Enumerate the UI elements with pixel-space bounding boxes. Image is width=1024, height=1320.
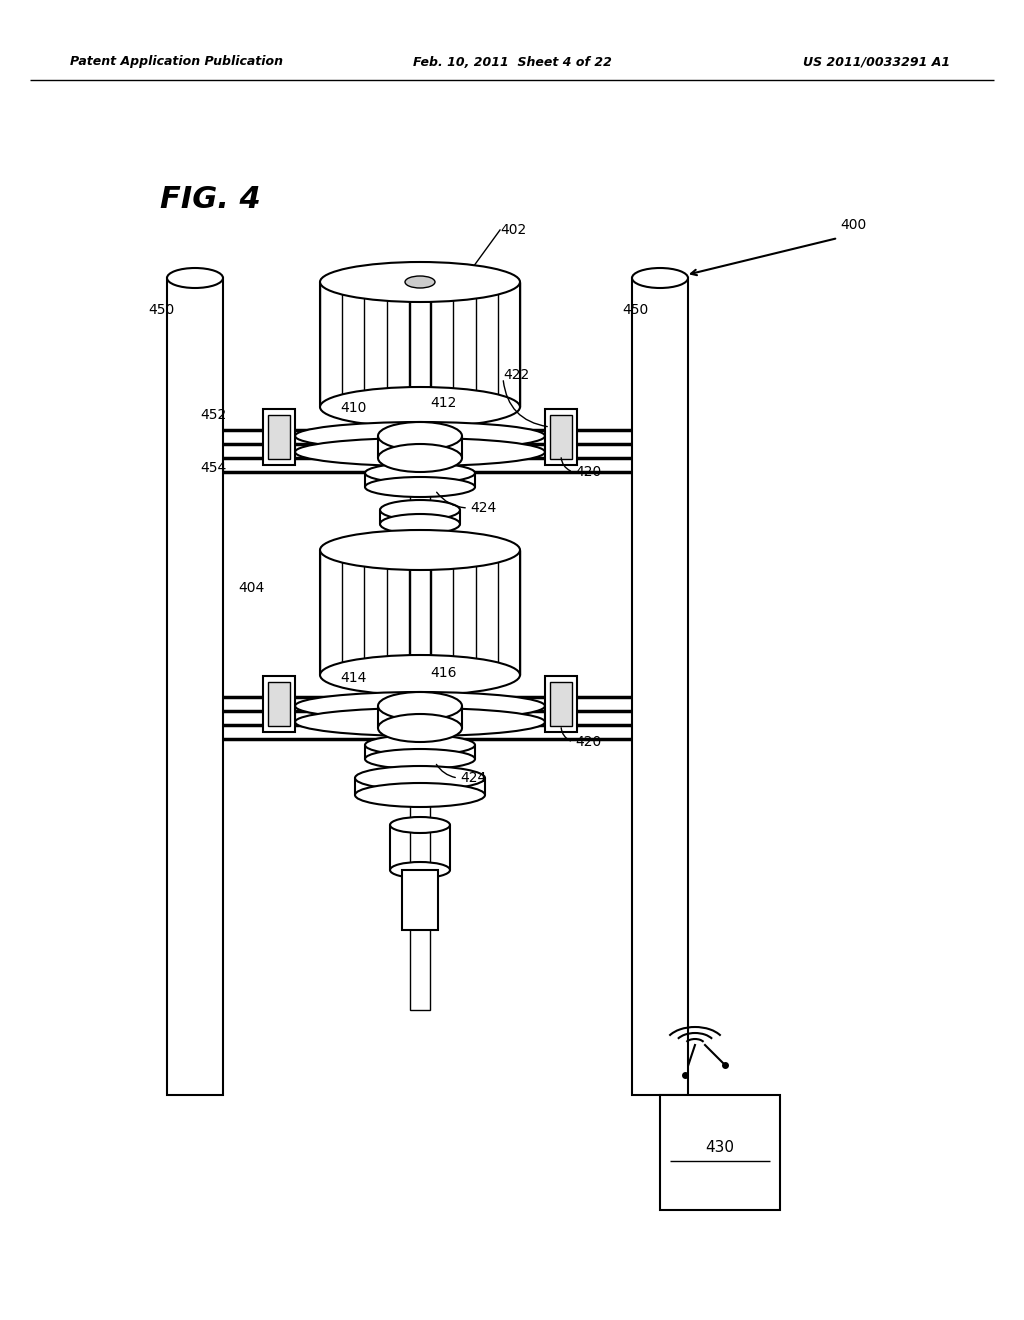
Ellipse shape	[319, 531, 520, 570]
Ellipse shape	[365, 477, 475, 498]
Text: 404: 404	[238, 581, 264, 595]
Bar	[268, 414, 290, 459]
Ellipse shape	[390, 817, 450, 833]
Text: 414: 414	[340, 671, 367, 685]
Ellipse shape	[390, 862, 450, 878]
Text: 424: 424	[470, 502, 497, 515]
Bar	[550, 682, 572, 726]
Ellipse shape	[380, 500, 460, 520]
Text: 452: 452	[200, 408, 226, 422]
Text: 424: 424	[460, 771, 486, 785]
Ellipse shape	[378, 422, 462, 450]
Ellipse shape	[167, 268, 223, 288]
Text: 402: 402	[500, 223, 526, 238]
Text: Patent Application Publication: Patent Application Publication	[70, 55, 283, 69]
Bar	[660, 1096, 780, 1210]
Ellipse shape	[295, 692, 545, 719]
Bar	[268, 682, 290, 726]
Text: US 2011/0033291 A1: US 2011/0033291 A1	[803, 55, 950, 69]
Text: 454: 454	[200, 461, 226, 475]
Text: 450: 450	[148, 304, 174, 317]
Ellipse shape	[632, 268, 688, 288]
Bar	[545, 409, 577, 465]
Text: 450: 450	[622, 304, 648, 317]
Text: 430: 430	[706, 1140, 734, 1155]
Bar	[550, 414, 572, 459]
Ellipse shape	[295, 708, 545, 737]
Text: 420: 420	[575, 735, 601, 748]
Bar	[402, 870, 438, 931]
Ellipse shape	[378, 692, 462, 719]
Ellipse shape	[365, 463, 475, 483]
Ellipse shape	[319, 387, 520, 426]
Text: 410: 410	[340, 401, 367, 414]
Ellipse shape	[355, 783, 485, 807]
Bar	[632, 279, 688, 1096]
Text: 422: 422	[503, 368, 529, 381]
Ellipse shape	[365, 735, 475, 755]
Text: 400: 400	[840, 218, 866, 232]
Bar	[263, 676, 295, 733]
Ellipse shape	[406, 276, 435, 288]
Text: Feb. 10, 2011  Sheet 4 of 22: Feb. 10, 2011 Sheet 4 of 22	[413, 55, 611, 69]
Bar	[263, 409, 295, 465]
Ellipse shape	[365, 748, 475, 770]
Bar	[410, 290, 430, 1010]
Bar	[167, 279, 223, 1096]
Bar	[545, 676, 577, 733]
Ellipse shape	[378, 444, 462, 473]
Text: FIG. 4: FIG. 4	[160, 186, 261, 214]
Text: 416: 416	[430, 667, 457, 680]
Ellipse shape	[380, 513, 460, 535]
Text: 412: 412	[430, 396, 457, 411]
Text: 420: 420	[575, 465, 601, 479]
Ellipse shape	[378, 714, 462, 742]
Ellipse shape	[295, 422, 545, 450]
Ellipse shape	[319, 261, 520, 302]
Ellipse shape	[355, 766, 485, 789]
Ellipse shape	[319, 655, 520, 696]
Ellipse shape	[295, 438, 545, 466]
